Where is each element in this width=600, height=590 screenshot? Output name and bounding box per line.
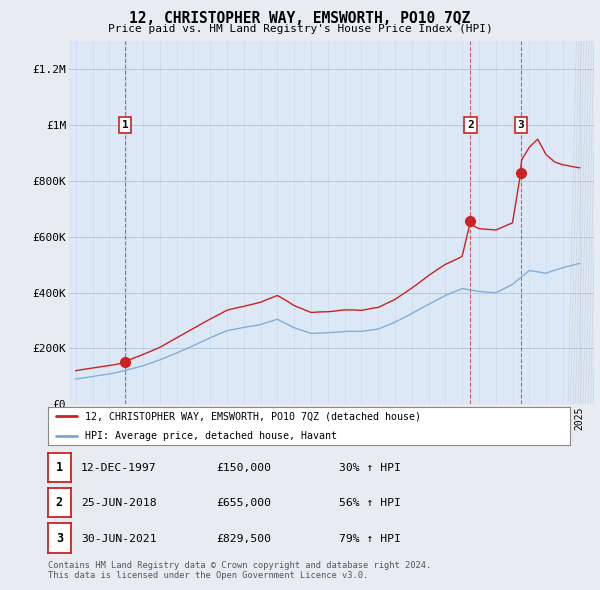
- Text: £655,000: £655,000: [216, 499, 271, 508]
- Bar: [571, 41, 594, 404]
- Text: 79% ↑ HPI: 79% ↑ HPI: [339, 534, 401, 543]
- Text: 12, CHRISTOPHER WAY, EMSWORTH, PO10 7QZ (detached house): 12, CHRISTOPHER WAY, EMSWORTH, PO10 7QZ …: [85, 411, 421, 421]
- Text: 30% ↑ HPI: 30% ↑ HPI: [339, 463, 401, 473]
- Text: Price paid vs. HM Land Registry's House Price Index (HPI): Price paid vs. HM Land Registry's House …: [107, 24, 493, 34]
- Text: 1: 1: [122, 120, 128, 130]
- Text: £829,500: £829,500: [216, 534, 271, 543]
- Text: 25-JUN-2018: 25-JUN-2018: [81, 499, 157, 508]
- Text: 2: 2: [467, 120, 474, 130]
- Text: 1: 1: [56, 461, 63, 474]
- Text: £150,000: £150,000: [216, 463, 271, 473]
- Text: 30-JUN-2021: 30-JUN-2021: [81, 534, 157, 543]
- Text: 2: 2: [56, 496, 63, 509]
- Text: 56% ↑ HPI: 56% ↑ HPI: [339, 499, 401, 508]
- Text: 12-DEC-1997: 12-DEC-1997: [81, 463, 157, 473]
- Text: 3: 3: [517, 120, 524, 130]
- Text: Contains HM Land Registry data © Crown copyright and database right 2024.
This d: Contains HM Land Registry data © Crown c…: [48, 561, 431, 581]
- Text: 3: 3: [56, 532, 63, 545]
- Text: HPI: Average price, detached house, Havant: HPI: Average price, detached house, Hava…: [85, 431, 337, 441]
- Text: 12, CHRISTOPHER WAY, EMSWORTH, PO10 7QZ: 12, CHRISTOPHER WAY, EMSWORTH, PO10 7QZ: [130, 11, 470, 25]
